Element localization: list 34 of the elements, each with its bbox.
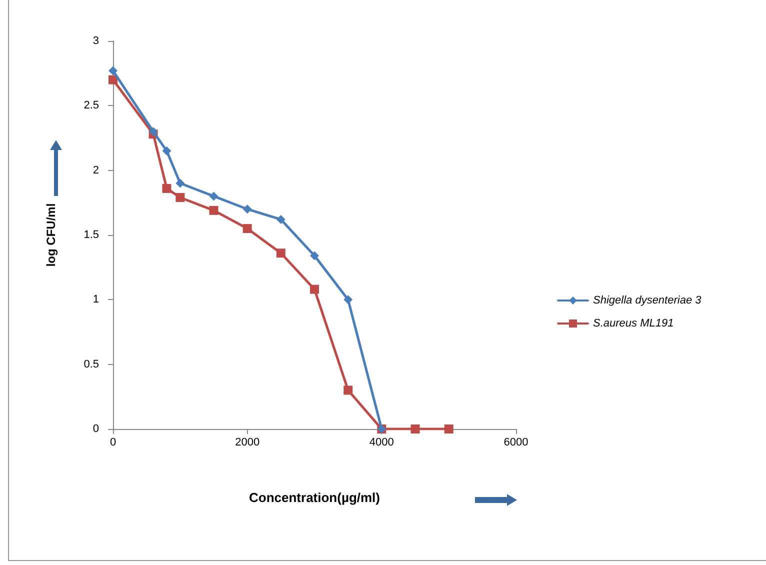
point: [108, 75, 118, 84]
point: [242, 204, 252, 214]
x-axis-title: Concentration(µg/ml): [249, 490, 380, 505]
point: [310, 251, 319, 260]
y-tick-label: 1.5: [84, 229, 99, 241]
y-tick-label: 2.5: [84, 100, 99, 112]
point: [344, 295, 353, 304]
point: [410, 424, 420, 434]
x-tick-label: 6000: [504, 436, 528, 448]
legend-label: Shigella dysenteriae 3: [593, 294, 702, 306]
x-tick-label: 0: [110, 436, 116, 448]
point: [209, 192, 218, 201]
y-tick-label: 0.5: [84, 358, 99, 370]
y-tick-label: 1: [92, 294, 99, 306]
y-axis-title: log CFU/ml: [44, 203, 58, 267]
point: [162, 146, 172, 156]
point: [444, 424, 454, 434]
point: [209, 206, 218, 215]
y-tick-label: 2: [92, 164, 99, 176]
point: [276, 248, 286, 258]
point: [162, 184, 172, 193]
point: [242, 224, 252, 234]
point: [176, 192, 185, 202]
point: [310, 284, 319, 294]
x-tick-label: 2000: [235, 436, 260, 448]
y-tick-label: 3: [92, 35, 99, 47]
legend-label: S.aureus ML191: [593, 318, 674, 330]
point: [276, 214, 286, 224]
y-tick-label: 0: [92, 423, 99, 435]
point: [108, 66, 118, 76]
point: [148, 127, 158, 136]
point: [176, 178, 185, 188]
point: [344, 386, 353, 395]
x-tick-label: 4000: [369, 436, 394, 448]
